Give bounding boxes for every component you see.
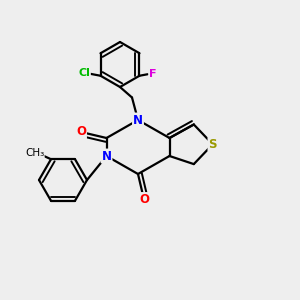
Text: F: F xyxy=(149,69,157,79)
Text: CH₃: CH₃ xyxy=(25,148,44,158)
Text: O: O xyxy=(139,193,149,206)
Text: O: O xyxy=(76,125,86,139)
Text: N: N xyxy=(133,113,143,127)
Text: N: N xyxy=(101,149,112,163)
Text: Cl: Cl xyxy=(78,68,90,78)
Text: S: S xyxy=(208,138,217,151)
